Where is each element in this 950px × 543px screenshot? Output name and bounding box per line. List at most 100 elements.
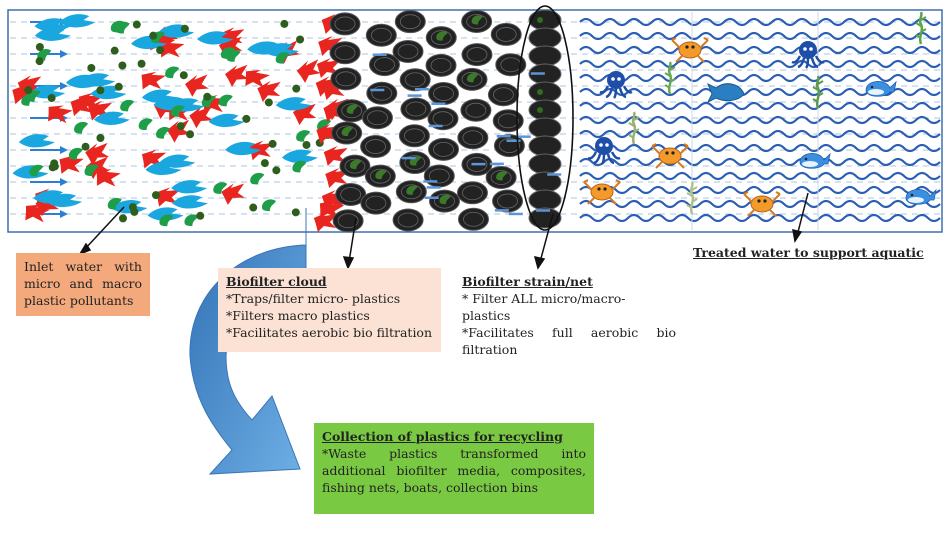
treated-pointer-arrow (796, 192, 809, 237)
water-wave (579, 73, 941, 83)
crab-icon (583, 179, 621, 205)
biofilter-cloud-title: Biofilter cloud (226, 274, 327, 289)
crab-icon (743, 191, 781, 217)
trapped-microplastic (537, 89, 543, 95)
microplastic-green (107, 197, 122, 210)
water-wave (579, 157, 941, 167)
microplastic-dot (291, 208, 300, 217)
biofilter-media-disc (392, 208, 424, 232)
microplastic-dot (81, 142, 90, 151)
biofilter-media-disc (394, 10, 426, 34)
biofilter-media-disc (456, 181, 488, 205)
macroplastic-blue (34, 27, 71, 41)
cloud-pointer-arrow (348, 217, 357, 263)
biofilter-net-disc (528, 153, 562, 175)
microplastic-green (159, 214, 174, 227)
biofilter-strain-box: Biofilter strain/net * Filter ALL micro/… (456, 269, 682, 357)
whale-icon (799, 152, 831, 169)
biofilter-media-disc (425, 53, 457, 77)
microplastic-dot (249, 203, 258, 212)
macroplastic-red (85, 142, 109, 166)
microplastic-dot (35, 57, 44, 66)
inlet-pointer-arrow (83, 206, 125, 251)
microplastic-green (184, 214, 199, 226)
biofilter-media-ring (367, 110, 388, 126)
microplastic-dot (296, 35, 305, 44)
inlet-description-box: Inlet water with micro and macro plastic… (16, 253, 150, 316)
water-wave (579, 143, 941, 153)
flow-arrow-head (60, 82, 68, 90)
flow-arrow-head (60, 50, 68, 58)
microplastic-dot (114, 82, 123, 91)
microplastic-green (68, 147, 83, 160)
seaweed-icon (686, 181, 698, 215)
biofilter-media-layer (329, 9, 562, 233)
biofilter-media-ring (497, 193, 518, 209)
biofilter-cloud-box: Biofilter cloud *Traps/filter micro- pla… (218, 268, 441, 352)
biofilter-media-ring (365, 139, 386, 154)
macroplastic-blue (208, 113, 245, 128)
whale-icon (905, 188, 937, 205)
biofilter-media-disc (428, 82, 460, 106)
microplastic-dot (196, 211, 205, 220)
plastic-collection-text: *Waste plastics transformed into additio… (322, 446, 586, 495)
biofilter-net-disc (528, 117, 562, 139)
microplastic-dot (118, 61, 127, 70)
biofilter-media-ring (399, 14, 421, 30)
biofilter-strain-item: * Filter ALL micro/macro- plastics (462, 291, 626, 323)
macroplastic-red (160, 39, 185, 58)
biofilter-media-disc (399, 68, 431, 92)
seaweed-icon (628, 111, 640, 145)
biofilter-media-disc (365, 23, 397, 47)
biofilter-media-ring (462, 130, 484, 146)
biofilter-strain-item: filtration (462, 342, 518, 357)
biofilter-media-disc (366, 81, 398, 105)
macroplastic-blue (147, 207, 184, 221)
biofilter-media-ring (405, 101, 427, 117)
biofilter-media-ring (430, 57, 452, 73)
microplastic-dot (137, 59, 146, 68)
biofilter-media-disc (330, 67, 362, 91)
biofilter-cloud-item: *Traps/filter micro- plastics (226, 291, 401, 306)
biofilter-media-ring (341, 103, 363, 119)
microplastic-green (296, 130, 311, 142)
microplastic-dot (35, 43, 44, 52)
microplastic-dot (268, 139, 277, 148)
flow-arrow-head (60, 178, 68, 186)
biofilter-media-ring (497, 113, 519, 129)
biofilter-media-ring (433, 141, 454, 157)
water-wave (579, 45, 941, 55)
biofilter-media-disc (428, 137, 460, 161)
biofilter-strain-item: *Facilitates full aerobic bio (462, 325, 676, 340)
biofilter-media-disc (460, 98, 492, 122)
water-wave (579, 171, 941, 181)
macroplastic-blue (247, 41, 284, 55)
plastic-collection-title: Collection of plastics for recycling (322, 429, 563, 444)
water-wave (579, 115, 941, 125)
macroplastic-red (249, 140, 274, 161)
biofilter-media-ring (369, 168, 391, 184)
trapped-microplastic (436, 31, 448, 41)
biofilter-media-ring (344, 158, 366, 174)
biofilter-media-ring (400, 184, 422, 200)
macroplastic-blue (18, 134, 55, 148)
biofilter-media-ring (433, 86, 454, 101)
microplastic-dot (180, 24, 189, 33)
macroplastic-red (221, 183, 245, 205)
biofilter-media-disc (457, 126, 489, 150)
biofilter-cloud-item: *Facilitates aerobic bio filtration (226, 325, 433, 340)
biofilter-media-ring (397, 44, 419, 59)
biofilter-media-disc (461, 43, 493, 67)
microplastic-green (155, 127, 170, 139)
seaweed-icon (812, 75, 824, 109)
microplastic-dot (151, 191, 160, 200)
microplastic-dot (280, 19, 289, 28)
microplastic-green (74, 121, 89, 134)
biofilter-media-ring (334, 45, 356, 61)
macroplastic-blue (59, 14, 96, 28)
microplastic-green (165, 66, 180, 79)
microplastic-dot (156, 46, 165, 55)
microplastic-green (84, 164, 99, 176)
biofilter-media-disc (361, 106, 393, 130)
macroplastic-blue (275, 97, 312, 111)
